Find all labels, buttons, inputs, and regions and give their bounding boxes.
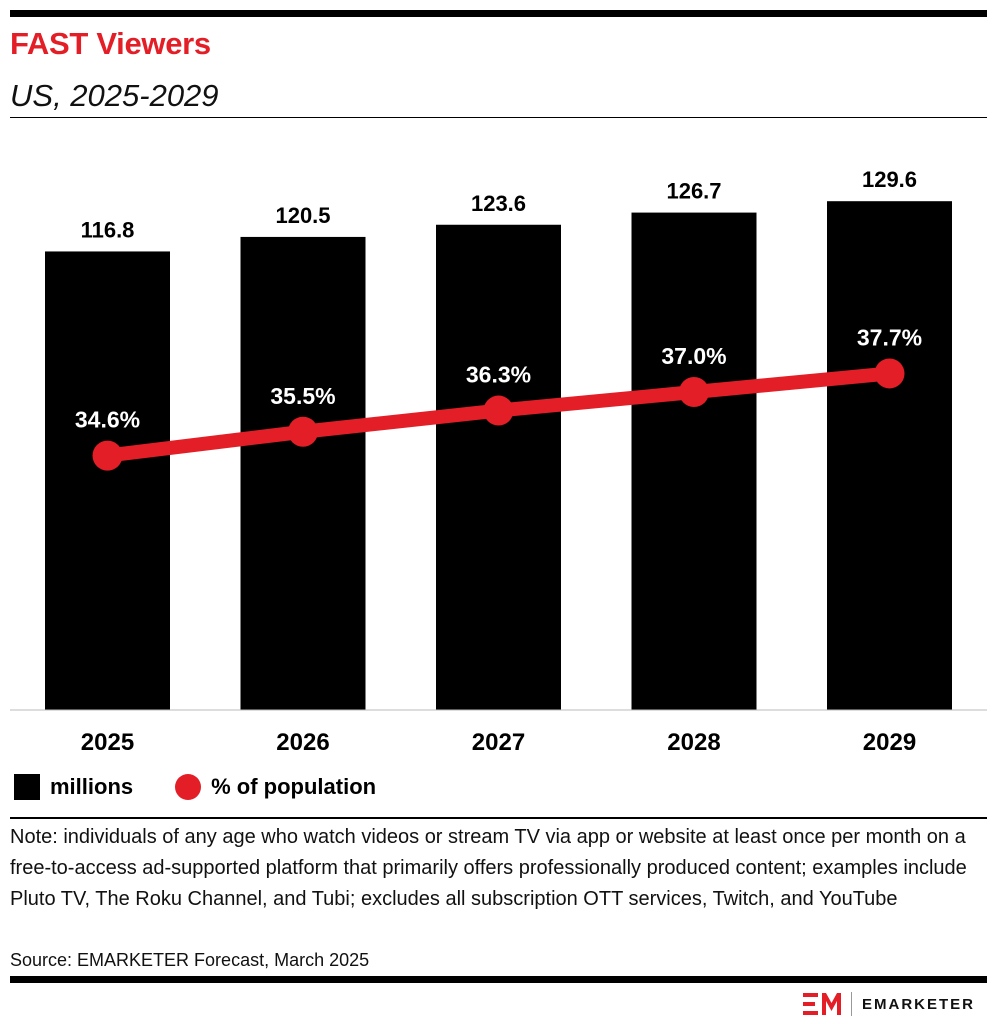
bottom-rule xyxy=(10,976,987,983)
brand-divider xyxy=(850,992,852,1016)
brand-name: EMARKETER xyxy=(861,995,975,1013)
line-point-2025 xyxy=(92,440,123,471)
legend-line-swatch xyxy=(175,774,202,800)
chart-subtitle: US, 2025-2029 xyxy=(10,78,219,113)
x-tick-label-2026: 2026 xyxy=(276,729,329,756)
brand: EMARKETER xyxy=(802,992,975,1016)
bar-value-label-2028: 126.7 xyxy=(666,179,721,204)
legend-line-label: % of population xyxy=(211,774,377,799)
line-value-label-2028: 37.0% xyxy=(661,343,726,369)
source-line: Source: EMARKETER Forecast, March 2025 xyxy=(10,950,370,970)
x-tick-label-2027: 2027 xyxy=(472,729,525,756)
footnote: Note: individuals of any age who watch v… xyxy=(10,826,967,910)
bar-2027 xyxy=(436,224,561,710)
bar-2025 xyxy=(45,251,170,710)
top-rule xyxy=(10,10,987,17)
chart-title: FAST Viewers xyxy=(10,26,211,61)
emarketer-logo-icon xyxy=(802,993,841,1015)
line-point-2027 xyxy=(483,395,514,426)
bar-2029 xyxy=(827,201,952,710)
line-point-2028 xyxy=(679,377,709,407)
legend-bar-label: millions xyxy=(50,774,134,799)
line-value-label-2029: 37.7% xyxy=(857,324,922,350)
bar-2026 xyxy=(240,236,366,710)
line-value-label-2025: 34.6% xyxy=(75,407,140,433)
line-point-2029 xyxy=(874,358,905,389)
legend-bar-swatch xyxy=(14,774,40,800)
line-value-label-2027: 36.3% xyxy=(466,362,531,388)
bar-value-label-2025: 116.8 xyxy=(81,217,135,242)
x-tick-label-2025: 2025 xyxy=(81,729,134,756)
bar-value-label-2026: 120.5 xyxy=(275,203,330,228)
x-tick-label-2029: 2029 xyxy=(863,729,916,756)
legend: millions % of population xyxy=(14,774,376,800)
legend-rule xyxy=(10,817,987,819)
bar-value-label-2027: 123.6 xyxy=(471,191,526,216)
line-value-label-2026: 35.5% xyxy=(270,383,335,409)
bar-value-label-2029: 129.6 xyxy=(862,167,917,192)
subtitle-rule xyxy=(10,117,987,118)
x-tick-label-2028: 2028 xyxy=(667,729,720,756)
bar-2028 xyxy=(631,212,757,710)
line-point-2026 xyxy=(288,416,318,447)
chart-area: 116.8 2025 120.5 2026 123.6 2027 126.7 2028 129.… xyxy=(10,167,987,756)
